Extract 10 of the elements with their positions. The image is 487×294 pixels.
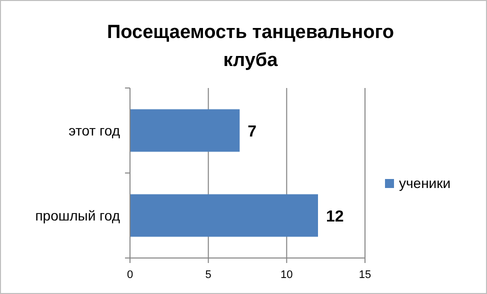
x-tick-label: 10 [280,269,293,281]
x-tick-label: 5 [205,269,212,281]
chart-title: Посещаемость танцевального клуба [107,22,394,71]
x-tick-label: 0 [126,269,134,281]
x-tick-label: 15 [358,269,372,281]
y-tick-label: прошлый год [35,208,120,224]
data-label: 12 [326,208,344,226]
data-label: 7 [248,124,257,140]
y-tick-label: этот год [68,122,120,138]
legend-label: ученики [399,175,451,191]
